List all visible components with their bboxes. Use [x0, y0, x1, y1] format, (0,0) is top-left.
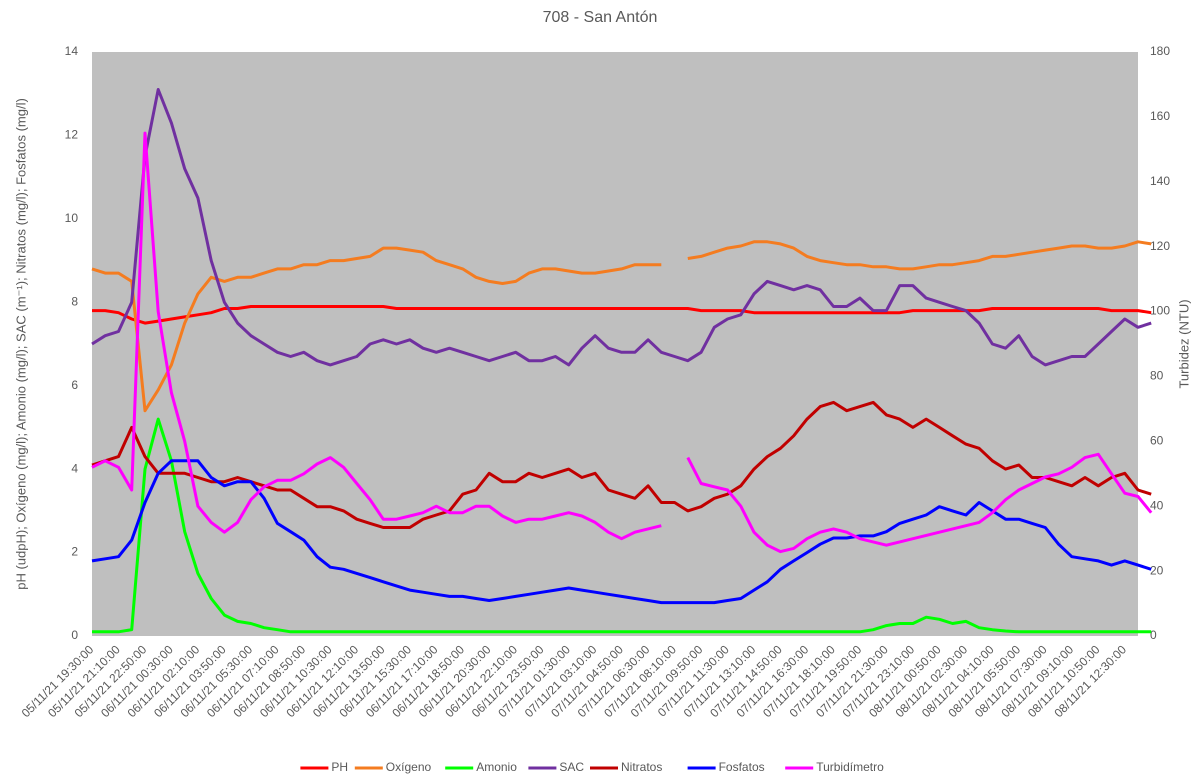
y-tick-label: 4 [71, 461, 78, 475]
y-tick-label: 6 [71, 378, 78, 392]
y2-tick-label: 20 [1150, 563, 1164, 577]
series-line [91, 131, 662, 541]
legend-label: Fosfatos [719, 760, 765, 774]
y2-tick-label: 0 [1150, 628, 1157, 642]
y-tick-label: 8 [71, 294, 78, 308]
series-line [91, 88, 1152, 367]
legend-label: PH [331, 760, 348, 774]
y2-tick-label: 140 [1150, 174, 1170, 188]
series-line [686, 452, 1153, 554]
chart-title: 708 - San Antón [543, 9, 658, 26]
plot-area [92, 52, 1138, 636]
y2-tick-label: 120 [1150, 239, 1170, 253]
y2-tick-label: 40 [1150, 498, 1164, 512]
y-tick-label: 14 [65, 44, 79, 58]
series-line [687, 240, 1152, 271]
y-tick-label: 10 [65, 211, 79, 225]
legend-label: Turbidímetro [816, 760, 884, 774]
y-tick-label: 0 [71, 628, 78, 642]
series-line [92, 417, 1152, 634]
y-axis-label: pH (udpH); Oxígeno (mg/l); Amonio (mg/l)… [13, 98, 28, 590]
series-line [91, 400, 1152, 529]
series-line [91, 246, 662, 413]
y2-tick-label: 180 [1150, 44, 1170, 58]
y-tick-label: 2 [71, 545, 78, 559]
series-line [91, 459, 1152, 605]
legend-label: Oxígeno [386, 760, 432, 774]
y2-tick-label: 160 [1150, 109, 1170, 123]
y2-axis-label: Turbidez (NTU) [1176, 299, 1191, 388]
series-line [92, 305, 1152, 325]
y-tick-label: 12 [65, 128, 79, 142]
y2-tick-label: 100 [1150, 304, 1170, 318]
y2-tick-label: 60 [1150, 434, 1164, 448]
y2-tick-label: 80 [1150, 369, 1164, 383]
legend-label: SAC [559, 760, 584, 774]
legend-label: Amonio [476, 760, 517, 774]
legend-label: Nitratos [621, 760, 662, 774]
